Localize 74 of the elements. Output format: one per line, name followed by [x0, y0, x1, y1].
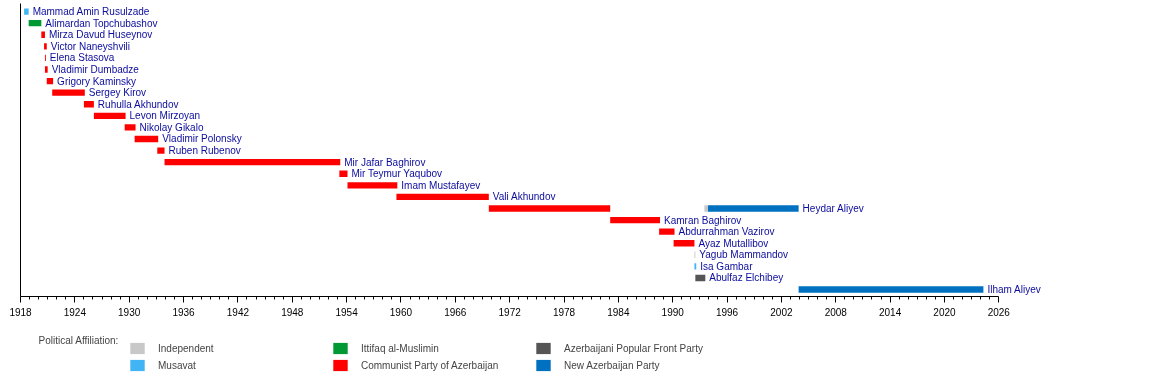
y-tick-label: Ruben Rubenov	[168, 145, 241, 157]
legend-label: Ittifaq al-Muslimin	[361, 342, 440, 354]
x-tick-label: 2026	[987, 306, 1011, 318]
x-tick-label: 2008	[824, 306, 848, 318]
y-tick-label: Imam Mustafayev	[401, 179, 481, 191]
y-tick-label: Vladimir Dumbadze	[51, 64, 140, 76]
x-tick-label: 1966	[444, 306, 467, 318]
y-tick-label: Ruhulla Akhundov	[97, 98, 179, 110]
bar	[488, 205, 611, 212]
bar	[41, 31, 45, 38]
bar	[339, 170, 348, 177]
bar	[24, 8, 29, 15]
x-tick-label: 2002	[770, 306, 793, 318]
legend-label: Communist Party of Azerbaijan	[361, 359, 500, 371]
x-tick-label: 1978	[552, 306, 576, 318]
bar	[157, 147, 165, 154]
x-tick-label: 1972	[498, 306, 522, 318]
y-tick-label: Victor Naneyshvili	[50, 40, 131, 52]
bar	[46, 77, 54, 85]
bar	[798, 286, 984, 293]
legend-label: Azerbaijani Popular Front Party	[564, 342, 704, 354]
y-tick-label: Vladimir Polonsky	[162, 133, 242, 145]
y-tick-label: Vali Akhundov	[492, 191, 556, 203]
bar	[44, 43, 47, 50]
bar	[93, 112, 126, 120]
bar	[124, 124, 136, 131]
y-tick-label: Grigory Kaminsky	[57, 75, 137, 87]
legend-label: New Azerbaijan Party	[564, 359, 661, 371]
y-tick-label: Levon Mirzoyan	[129, 110, 201, 122]
x-tick-label: 1996	[715, 306, 739, 318]
legend-label: Independent	[158, 342, 215, 354]
bar	[44, 66, 48, 73]
x-tick-label: 2020	[933, 306, 957, 318]
bar	[396, 193, 489, 201]
bar	[659, 228, 675, 235]
y-tick-label: Mirza Davud Huseynov	[48, 29, 153, 41]
bar	[52, 89, 85, 96]
x-tick-label: 1930	[118, 306, 141, 318]
bar	[164, 158, 341, 166]
y-tick-label: Yagub Mammandov	[699, 249, 789, 261]
bar	[134, 135, 159, 143]
x-tick-label: 1954	[335, 306, 359, 318]
bar	[610, 216, 661, 224]
bar	[704, 205, 709, 212]
y-tick-label: Abdurrahman Vazirov	[678, 226, 775, 238]
y-tick-label: Elena Stasova	[49, 52, 115, 64]
bar	[695, 274, 706, 282]
bar	[673, 240, 695, 247]
x-tick-label: 1990	[661, 306, 685, 318]
x-tick-label: 1918	[9, 306, 33, 318]
y-tick-label: Isa Gambar	[700, 260, 754, 272]
y-tick-label: Ilham Aliyev	[987, 284, 1041, 296]
x-tick-label: 1942	[226, 306, 250, 318]
y-tick-label: Ayaz Mutallibov	[698, 237, 769, 249]
legend-label: Musavat	[158, 359, 197, 371]
x-tick-label: 1960	[389, 306, 413, 318]
x-tick-label: 1948	[281, 306, 304, 318]
legend-title: Political Affiliation:	[38, 335, 119, 346]
y-tick-label: Mir Jafar Baghirov	[344, 156, 426, 168]
bar	[347, 182, 398, 189]
bar	[83, 101, 94, 108]
y-tick-label: Abulfaz Elchibey	[709, 272, 784, 284]
bar	[708, 205, 799, 212]
x-tick-label: 2014	[878, 306, 902, 318]
x-tick-label: 1984	[607, 306, 630, 318]
y-tick-label: Mammad Amin Rusulzade	[32, 6, 150, 18]
y-tick-label: Sergey Kirov	[88, 87, 147, 99]
y-tick-label: Kamran Baghirov	[664, 214, 742, 226]
x-tick-label: 1936	[172, 306, 196, 318]
x-tick-label: 1924	[63, 306, 87, 318]
y-tick-label: Heydar Aliyev	[802, 202, 864, 214]
y-tick-label: Alimardan Topchubashov	[45, 17, 158, 29]
y-tick-label: Nikolay Gikalo	[139, 121, 204, 133]
y-tick-label: Mir Teymur Yaqubov	[351, 168, 443, 180]
